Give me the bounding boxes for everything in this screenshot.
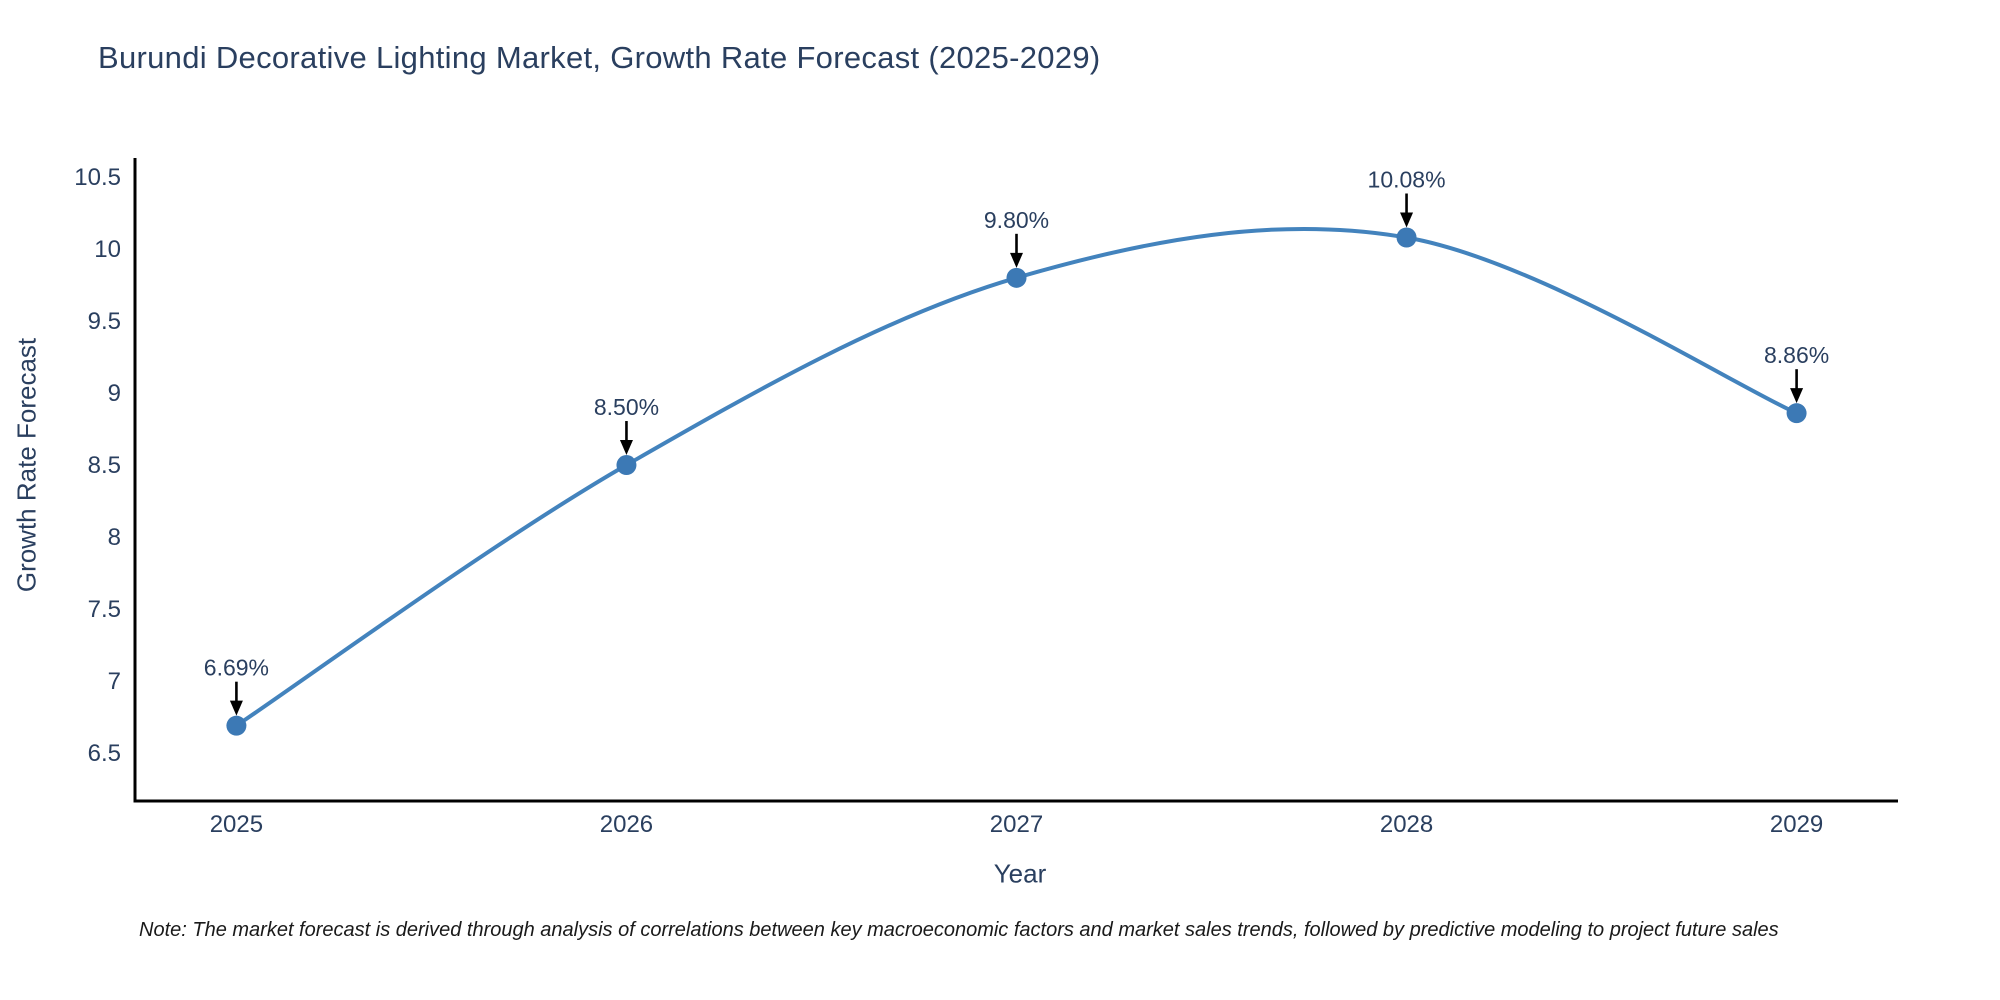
point-value-label: 10.08%	[1368, 166, 1446, 192]
data-point-marker	[1786, 403, 1807, 424]
y-tick-label: 7	[108, 668, 121, 695]
point-value-label: 9.80%	[984, 207, 1049, 233]
point-value-label: 8.50%	[594, 394, 659, 420]
annotation-arrowhead-icon	[619, 440, 633, 456]
forecast-spline-line	[234, 226, 1799, 728]
footnote: Note: The market forecast is derived thr…	[139, 919, 1779, 941]
y-tick-label: 8.5	[88, 452, 121, 479]
data-point-marker	[226, 715, 247, 736]
x-tick-label: 2026	[600, 811, 653, 838]
x-tick-label: 2029	[1770, 811, 1823, 838]
y-axis-title: Growth Rate Forecast	[11, 337, 42, 593]
y-tick-label: 6.5	[88, 740, 121, 767]
point-value-label: 8.86%	[1764, 342, 1829, 368]
data-point-marker	[616, 455, 637, 476]
annotation-arrowhead-icon	[1010, 252, 1023, 268]
annotation-arrowhead-icon	[1400, 212, 1414, 228]
chart-title: Burundi Decorative Lighting Market, Grow…	[98, 40, 1101, 75]
x-tick-label: 2025	[210, 811, 263, 838]
x-axis-title: Year	[993, 858, 1047, 889]
data-point-marker	[1006, 267, 1027, 288]
x-tick-label: 2027	[990, 811, 1043, 838]
annotation-arrowhead-icon	[229, 700, 243, 716]
y-tick-label: 10.5	[74, 164, 121, 191]
y-tick-label: 9	[108, 380, 121, 407]
y-tick-label: 8	[108, 524, 121, 551]
y-tick-label: 9.5	[88, 308, 121, 335]
point-value-label: 6.69%	[204, 655, 269, 681]
annotation-arrowhead-icon	[1790, 388, 1804, 404]
y-tick-label: 10	[94, 236, 121, 263]
data-point-marker	[1396, 227, 1417, 248]
y-tick-label: 7.5	[88, 596, 121, 623]
x-tick-label: 2028	[1380, 811, 1433, 838]
